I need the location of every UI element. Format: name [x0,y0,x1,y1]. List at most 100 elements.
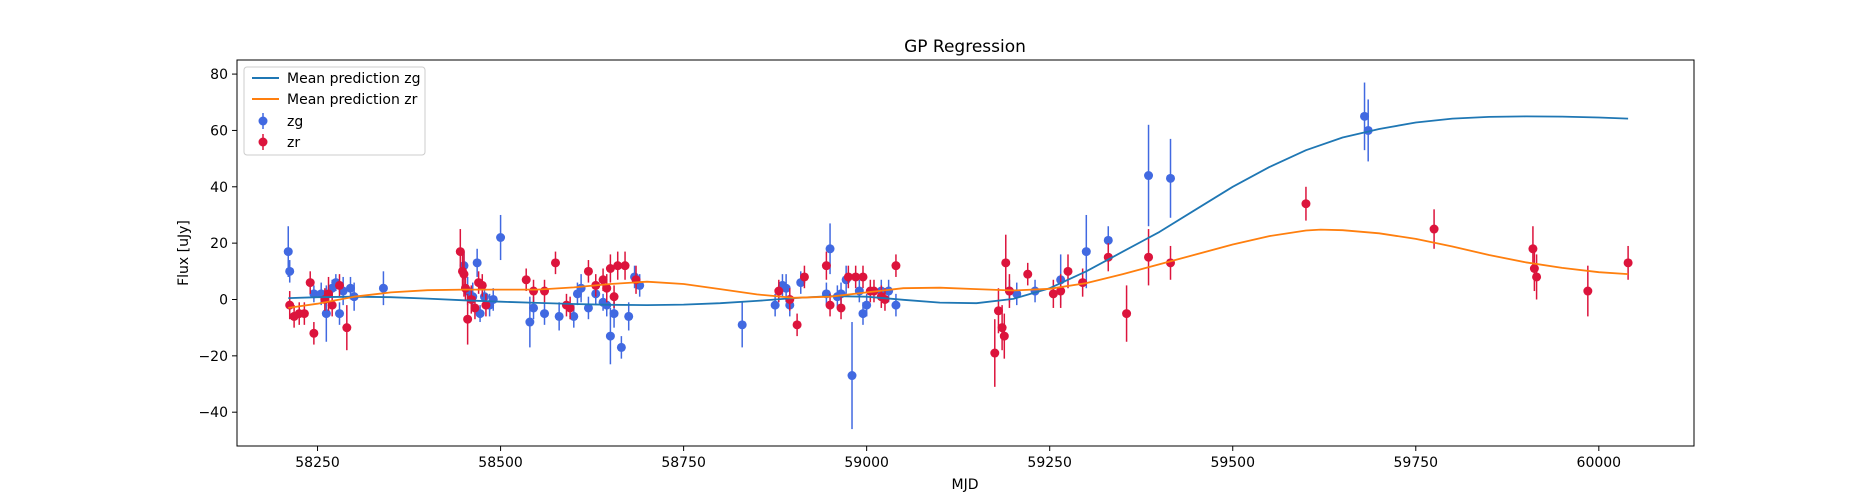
data-point-zr [880,294,890,304]
data-point-zg [1103,235,1113,245]
y-tick-label: 0 [219,292,228,308]
data-point-zg [525,317,535,327]
data-point-zr [342,323,352,333]
ticks-layer: 58250 58500 58750 59000 59250 59500 59750 60000… [198,67,1621,471]
data-point-zg [569,311,579,321]
data-point-zr [299,309,309,319]
y-tick-label: −40 [198,405,228,421]
data-point-zg [309,289,319,299]
data-point-zr [821,261,831,271]
data-point-zg [1144,171,1154,181]
data-point-zr [1056,286,1066,296]
data-point-zr [598,275,608,285]
data-point-zg [285,266,295,276]
x-tick-label: 58750 [661,455,706,471]
data-point-zg [576,283,586,293]
data-point-zr [540,286,550,296]
data-point-zg [378,283,388,293]
data-point-zr [792,320,802,330]
data-point-zr [1122,309,1132,319]
chart-title: GP Regression [904,37,1026,57]
data-point-zr [774,286,784,296]
legend-label-zg: zg [287,114,303,130]
data-point-zg [345,283,355,293]
y-tick-label: 40 [210,180,228,196]
data-point-zr [305,278,315,288]
legend-marker-zr [258,137,268,147]
legend-label-zr-line: Mean prediction zr [287,92,418,108]
data-point-zg [335,309,345,319]
data-point-zr [1301,199,1311,209]
data-point-zg [488,294,498,304]
data-point-zr [1429,224,1439,234]
data-point-zr [565,303,575,313]
data-point-zg [1166,173,1176,183]
series-layer [283,82,1633,430]
x-tick-label: 59000 [844,455,889,471]
data-point-zg [858,309,868,319]
data-point-zr [481,300,491,310]
x-tick-label: 59250 [1027,455,1072,471]
data-point-zr [466,294,476,304]
data-point-zr [463,314,473,324]
data-point-zr [1023,269,1033,279]
data-point-zr [1583,286,1593,296]
legend: Mean prediction zg Mean prediction zr zg… [243,66,426,156]
data-point-zg [554,311,564,321]
data-point-zg [496,233,506,243]
data-point-zg [891,300,901,310]
data-point-zg [825,244,835,254]
legend-box [243,66,426,156]
data-point-zr [309,328,319,338]
data-point-zr [851,272,861,282]
data-point-zg [624,311,634,321]
data-point-zr [324,289,334,299]
data-point-zr [521,275,531,285]
data-point-zr [1528,244,1538,254]
data-point-zr [997,323,1007,333]
line-mean-prediction-zg [288,115,1629,306]
plot-frame [236,59,1695,447]
data-point-zg [770,300,780,310]
x-tick-label: 58250 [295,455,340,471]
data-point-zr [1623,258,1633,268]
data-point-zr [825,300,835,310]
data-point-zr [1001,258,1011,268]
legend-label-zg-line: Mean prediction zg [287,71,421,87]
data-point-zg [616,342,626,352]
data-point-zr [1532,272,1542,282]
data-point-zr [459,269,469,279]
data-point-zg [1081,247,1091,257]
data-point-zr [1103,252,1113,262]
data-point-zg [479,292,489,302]
data-point-zr [470,303,480,313]
data-point-zr [999,331,1009,341]
x-axis-label: MJD [952,477,979,493]
data-point-zr [602,283,612,293]
data-point-zr [620,261,630,271]
data-point-zg [847,371,857,381]
data-point-zg [540,309,550,319]
y-tick-label: 80 [210,67,228,83]
data-point-zg [583,303,593,313]
x-tick-label: 59500 [1210,455,1255,471]
x-tick-label: 58500 [478,455,523,471]
data-point-zr [455,247,465,257]
line-mean-prediction-zr [288,228,1629,309]
data-point-zr [605,263,615,273]
data-point-zg [1012,289,1022,299]
data-point-zg [529,303,539,313]
data-point-zr [993,306,1003,316]
data-point-zr [1048,289,1058,299]
y-tick-label: 20 [210,236,228,252]
data-point-zr [1063,266,1073,276]
data-point-zr [891,261,901,271]
y-axis-label: Flux [uJy] [176,220,192,286]
legend-label-zr: zr [287,135,300,151]
data-point-zr [1144,252,1154,262]
legend-marker-zg [258,116,268,126]
data-point-zr [799,272,809,282]
data-point-zr [460,283,470,293]
x-tick-label: 59750 [1394,455,1439,471]
data-point-zg [609,309,619,319]
